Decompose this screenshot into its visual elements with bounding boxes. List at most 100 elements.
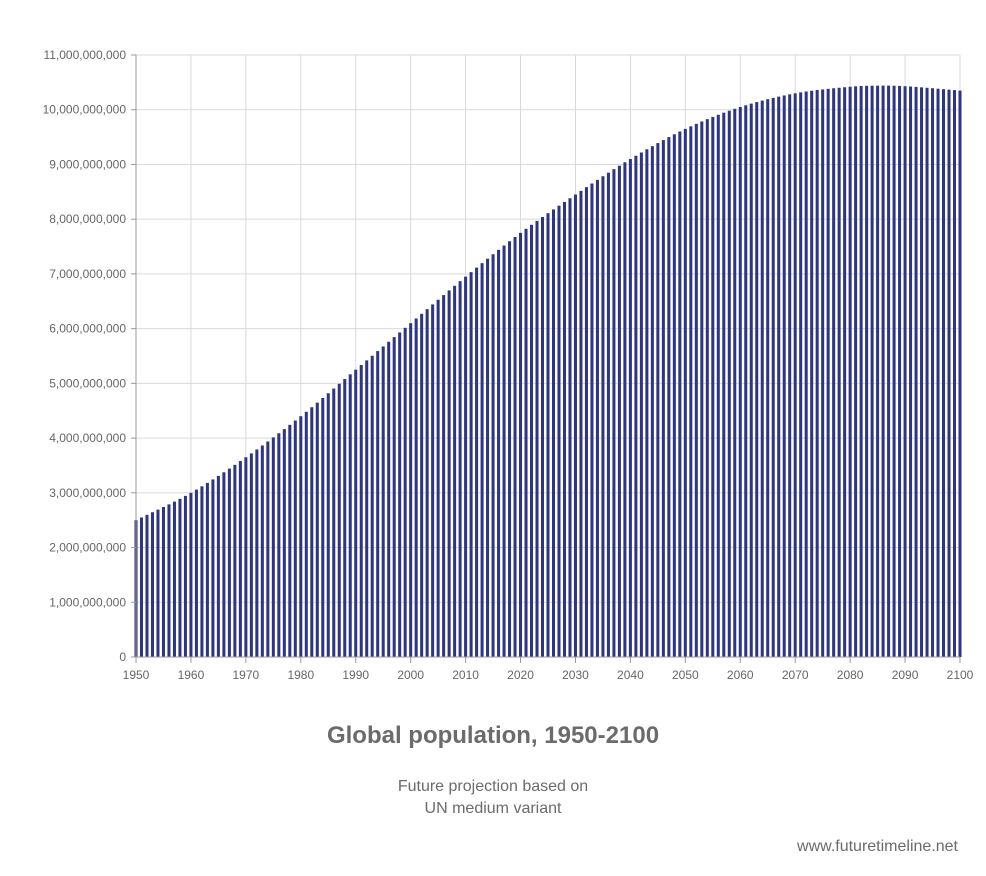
bar-1988 [343,379,347,657]
bar-1983 [315,402,319,657]
x-tick-label: 1960 [178,668,205,682]
bar-1971 [249,453,253,657]
y-tick-label: 4,000,000,000 [49,431,126,445]
bar-2000 [409,323,413,657]
y-tick-label: 2,000,000,000 [49,541,126,555]
bar-1966 [222,472,226,657]
bar-2042 [639,152,643,657]
bar-2071 [799,92,803,658]
bar-2015 [491,254,495,658]
bar-1965 [216,475,220,657]
bar-2079 [843,87,847,658]
bar-2087 [887,85,891,658]
bar-1953 [150,512,154,657]
bar-2085 [876,85,880,657]
bar-1955 [161,507,165,657]
bar-2082 [859,86,863,658]
bar-2094 [925,87,929,657]
bar-2098 [947,89,951,658]
bar-2065 [766,99,770,658]
bar-1981 [304,411,308,657]
bar-2005 [436,299,440,657]
bar-2033 [590,183,594,657]
chart-subtitle-line-2: UN medium variant [424,800,562,817]
bar-2032 [584,187,588,657]
source-credit: www.futuretimeline.net [797,838,958,855]
bar-2049 [678,131,682,657]
bar-2047 [667,137,671,658]
bar-2038 [617,165,621,657]
bar-2090 [903,86,907,658]
bar-2001 [414,318,418,657]
bar-1978 [288,424,292,657]
chart-subtitle: Future projection based on UN medium var… [0,776,986,820]
x-tick-label: 2060 [727,668,754,682]
bar-2076 [826,88,830,657]
bar-1967 [227,468,231,657]
bar-2023 [535,220,539,658]
bar-1970 [244,457,248,657]
bar-1999 [403,327,407,657]
bar-2073 [810,90,814,657]
y-tick-label: 7,000,000,000 [49,267,126,281]
bar-1976 [277,433,281,657]
bar-2063 [755,102,759,657]
bar-2097 [942,89,946,658]
bar-2055 [711,116,715,658]
chart-bars [134,85,962,658]
bar-1992 [365,360,369,657]
bar-1972 [255,449,259,657]
x-tick-label: 1990 [342,668,369,682]
bar-2002 [420,313,424,657]
bar-1991 [359,365,363,657]
bar-1984 [321,397,325,657]
x-tick-label: 1950 [123,668,150,682]
bar-2013 [480,263,484,657]
bar-1986 [332,388,336,657]
bar-2039 [623,162,627,658]
bar-2077 [832,88,836,657]
bar-2007 [447,290,451,657]
bar-2061 [744,105,748,658]
bar-2068 [782,95,786,657]
x-tick-label: 2020 [507,668,534,682]
x-tick-label: 2050 [672,668,699,682]
bar-2096 [936,88,940,658]
bar-1951 [139,517,144,657]
bar-2022 [530,224,534,657]
bar-2062 [749,103,753,657]
bar-2084 [870,85,874,657]
bar-2050 [683,128,687,657]
bar-1974 [266,441,270,657]
bar-1987 [337,383,341,657]
bar-2051 [689,126,693,658]
bar-1975 [271,437,275,657]
bar-1993 [370,355,374,657]
bar-2028 [562,201,566,657]
bar-2086 [881,85,885,657]
bar-2095 [931,88,935,657]
y-tick-label: 1,000,000,000 [49,595,126,609]
bar-2024 [540,217,545,657]
bar-2092 [914,86,918,658]
bar-2020 [519,232,523,657]
bar-1997 [392,337,396,657]
chart-subtitle-line-1: Future projection based on [397,778,589,795]
y-tick-label: 5,000,000,000 [49,376,126,390]
bar-1969 [238,461,242,657]
bar-1994 [376,351,380,657]
bar-1973 [260,445,264,657]
bar-2067 [777,96,781,657]
bar-2034 [595,179,599,658]
bar-2040 [628,158,632,657]
bar-1980 [299,416,303,657]
x-tick-label: 2100 [947,668,974,682]
bar-2012 [475,267,479,657]
bar-2072 [804,91,808,658]
bar-2017 [502,245,506,657]
bar-2004 [431,304,435,657]
bar-2088 [892,85,896,658]
bar-1963 [205,482,209,657]
bar-2036 [606,172,610,657]
bar-2030 [573,194,577,657]
